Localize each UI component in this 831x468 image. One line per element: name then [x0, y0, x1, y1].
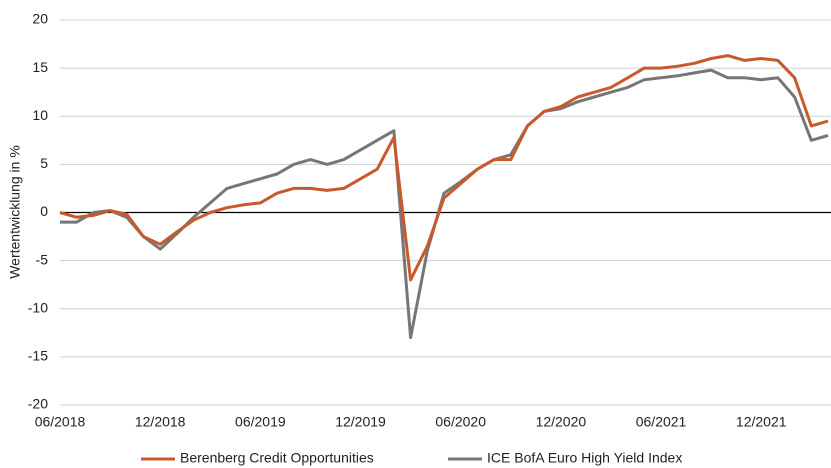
series-line	[59, 54, 829, 282]
y-tick-label: 0	[40, 203, 48, 219]
x-tick-label: 06/2018	[35, 414, 86, 430]
y-tick-label: 20	[32, 11, 48, 27]
x-tick-label: 06/2019	[235, 414, 286, 430]
y-tick-label: -15	[28, 348, 48, 364]
x-tick-label: 12/2021	[736, 414, 787, 430]
legend-label: Berenberg Credit Opportunities	[180, 450, 374, 466]
x-tick-label: 12/2020	[536, 414, 587, 430]
y-tick-label: -5	[36, 251, 49, 267]
x-tick-label: 12/2018	[135, 414, 186, 430]
x-tick-label: 12/2019	[335, 414, 386, 430]
y-tick-label: -10	[28, 299, 48, 315]
y-tick-label: 15	[32, 59, 48, 75]
x-tick-label: 06/2021	[636, 414, 687, 430]
y-tick-label: -20	[28, 396, 48, 412]
series-line	[60, 68, 829, 340]
y-tick-label: 5	[40, 155, 48, 171]
y-tick-label: 10	[32, 107, 48, 123]
y-axis-label: Wertentwicklung in %	[7, 145, 23, 279]
legend-label: ICE BofA Euro High Yield Index	[487, 450, 682, 466]
x-tick-label: 06/2020	[435, 414, 486, 430]
